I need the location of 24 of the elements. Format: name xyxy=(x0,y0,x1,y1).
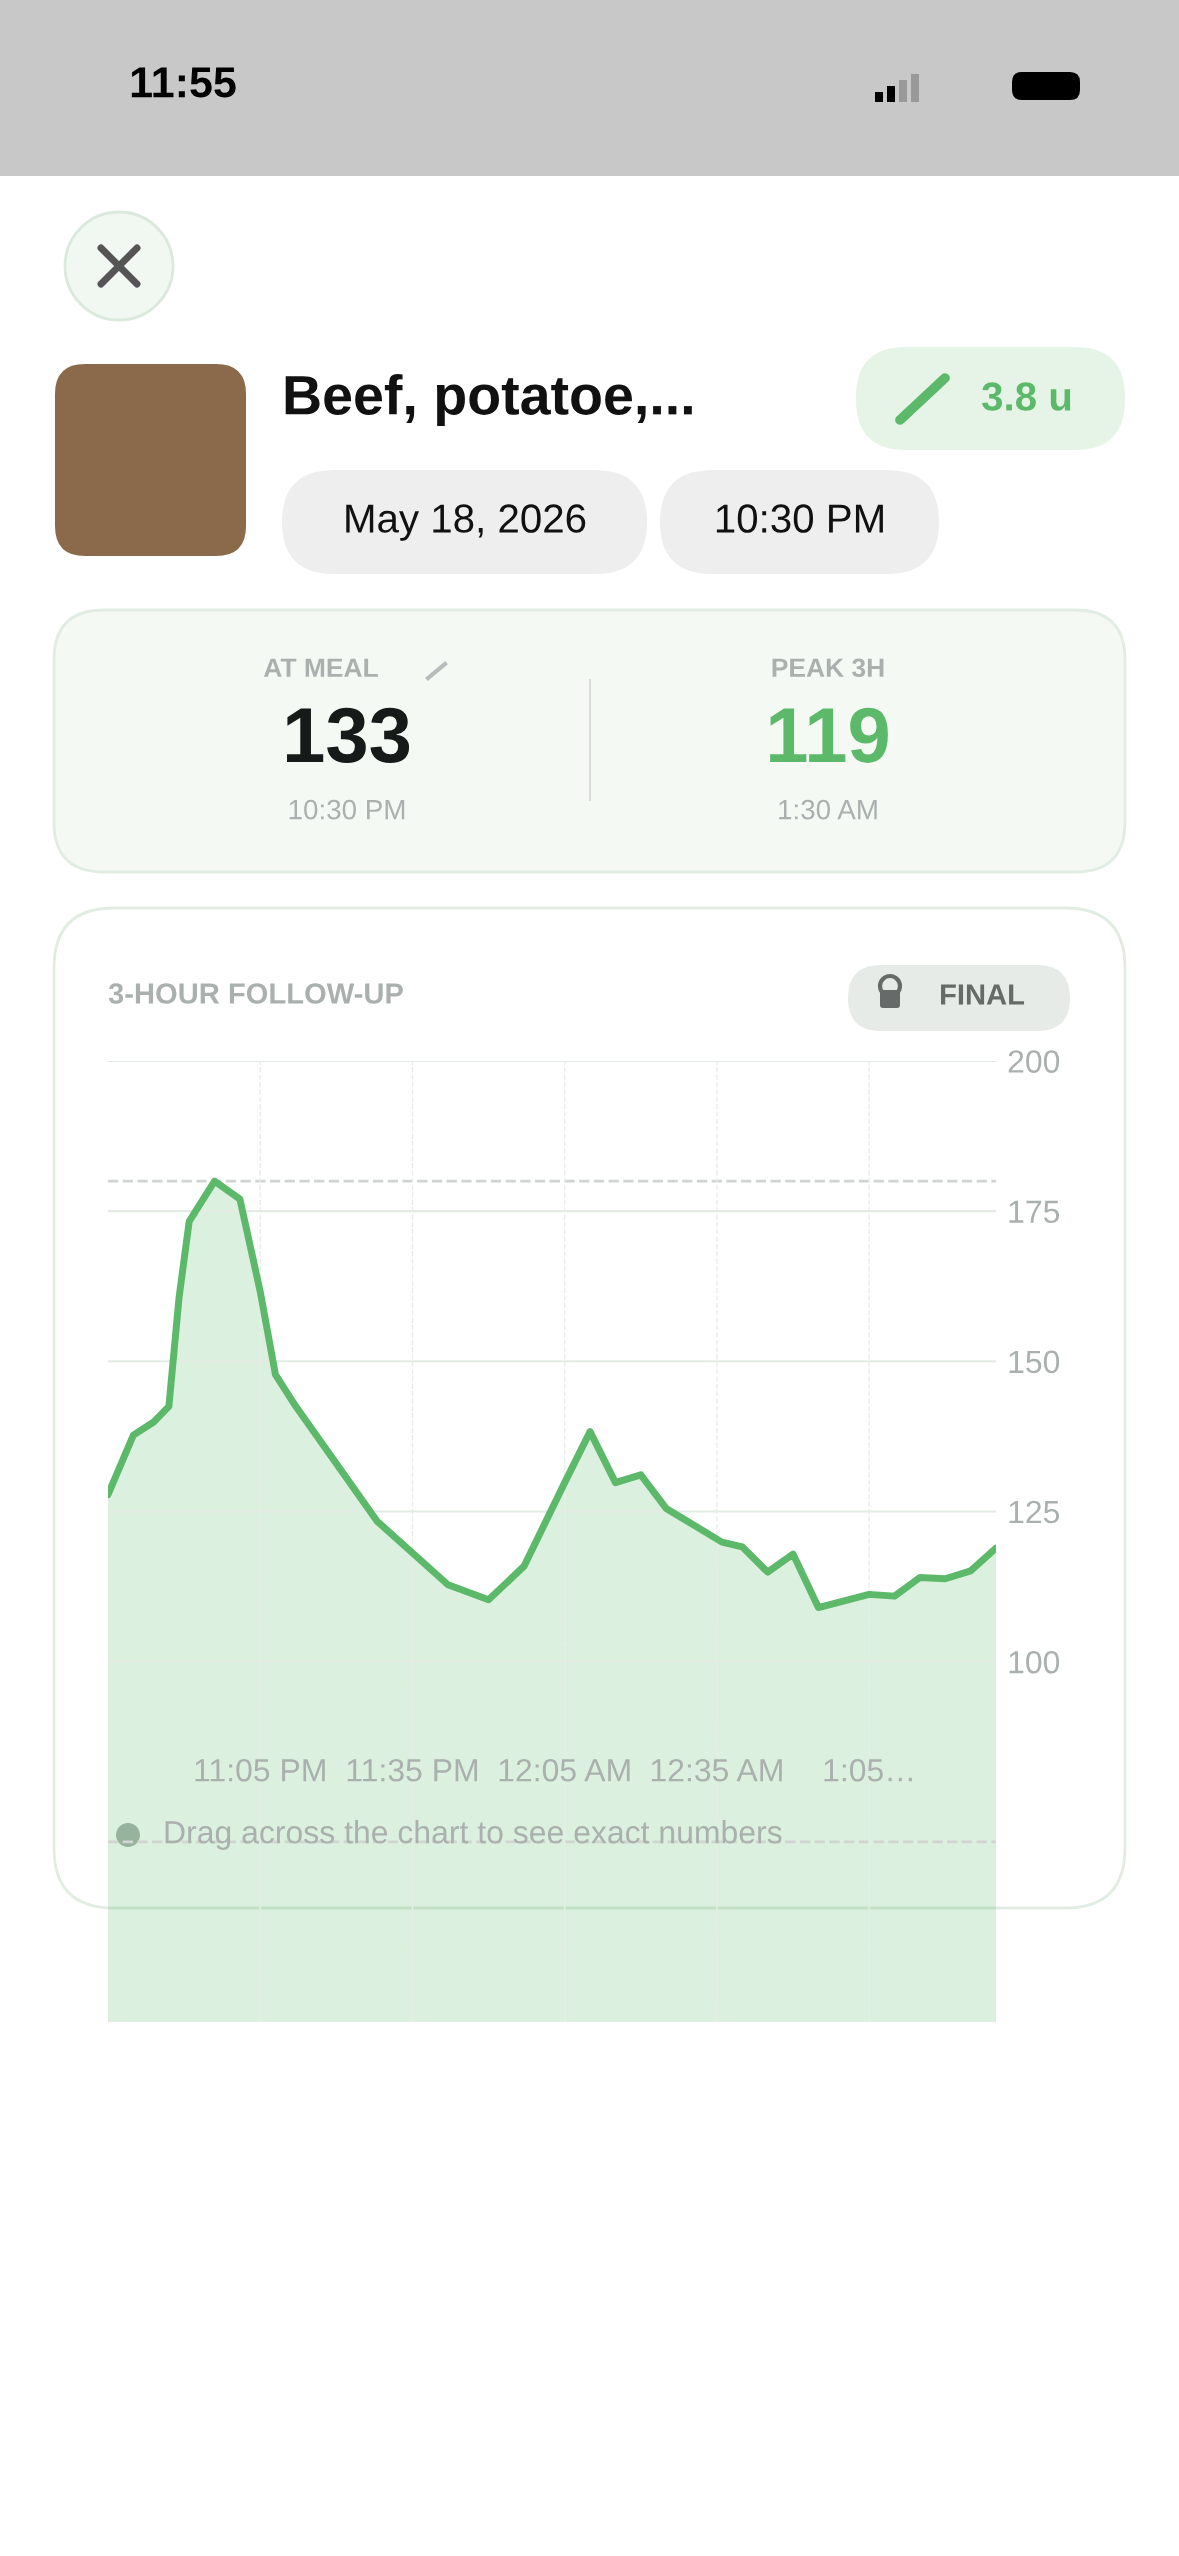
text: May 18, 2026 xyxy=(346,504,586,541)
x-tick-label: 12:05 AM xyxy=(499,1758,630,1782)
x-tick-label: 11:05 PM xyxy=(195,1758,325,1782)
y-tick-label: 200 xyxy=(1008,1050,1060,1073)
text: 133 xyxy=(287,707,410,763)
text: 10:30 PM xyxy=(289,799,405,820)
x-tick-label: 1:05… xyxy=(824,1758,912,1782)
y-tick-label: 150 xyxy=(1009,1350,1060,1374)
x-tick-label: 11:35 PM xyxy=(347,1758,478,1782)
text: Beef, potatoe,... xyxy=(285,374,692,426)
text: PEAK 3H xyxy=(772,658,884,678)
chart-title: 3-HOUR FOLLOW-UP xyxy=(108,983,403,1004)
text: 119 xyxy=(770,707,888,763)
text: AT MEAL xyxy=(264,658,378,677)
text: FINAL xyxy=(941,984,1025,1005)
y-tick-label: 175 xyxy=(1009,1200,1060,1224)
y-tick-label: 100 xyxy=(1009,1650,1060,1674)
text: 10:30 PM xyxy=(716,504,883,533)
x-tick-label: 12:35 AM xyxy=(651,1758,782,1782)
y-tick-label: 125 xyxy=(1009,1500,1060,1524)
annotation: Drag across the chart to see exact numbers xyxy=(165,1820,782,1850)
text: 11:55 xyxy=(131,67,236,98)
text: 3.8 u xyxy=(982,382,1071,411)
text: 1:30 AM xyxy=(779,799,877,820)
